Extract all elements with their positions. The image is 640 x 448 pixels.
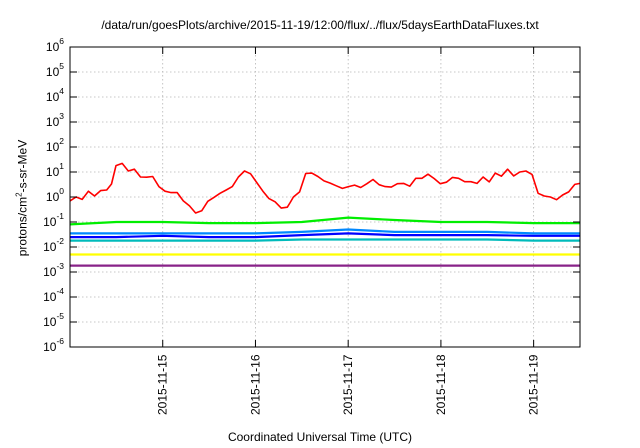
axis-layer: 10-6 10-5 10-4 10-3 10-2 10-1 100 101 102 103 104 1… — [43, 36, 580, 415]
x-tick-label: 2015-11-15 — [156, 354, 170, 415]
x-tick-label: 2015-11-19 — [527, 354, 541, 415]
y-tick-label: 10-5 — [43, 311, 64, 329]
y-axis-label-post: -s-sr-MeV — [15, 139, 30, 193]
y-tick-label: 10-4 — [43, 286, 64, 304]
x-axis-label: Coordinated Universal Time (UTC) — [227, 430, 413, 444]
x-tick-label: 2015-11-17 — [341, 354, 355, 415]
series-line — [70, 232, 580, 239]
y-tick-label: 106 — [46, 36, 64, 54]
series-line — [69, 162, 581, 214]
y-axis-label-pre: protons/cm — [15, 196, 30, 257]
series-line — [70, 228, 580, 235]
y-tick-label: 104 — [46, 86, 64, 104]
y-tick-label: 105 — [46, 61, 64, 79]
chart-title: /data/run/goesPlots/archive/2015-11-19/1… — [101, 18, 539, 32]
y-tick-label: 10-3 — [43, 261, 64, 279]
y-tick-label: 101 — [46, 161, 64, 179]
grid-layer — [70, 47, 580, 347]
x-tick-label: 2015-11-16 — [248, 354, 262, 415]
y-axis-label-sup: 2 — [14, 192, 24, 197]
series-line — [69, 216, 580, 226]
x-tick-label: 2015-11-18 — [434, 354, 448, 415]
y-tick-label: 10-1 — [43, 211, 64, 229]
y-axis-label: protons/cm2-s-sr-MeV — [15, 140, 30, 256]
y-tick-label: 100 — [46, 186, 64, 204]
y-tick-label: 103 — [46, 111, 64, 129]
series-line — [70, 238, 580, 242]
y-tick-label: 10-2 — [43, 236, 64, 254]
y-tick-label: 10-6 — [43, 336, 64, 354]
y-tick-label: 102 — [46, 136, 64, 154]
series-layer — [69, 162, 581, 267]
